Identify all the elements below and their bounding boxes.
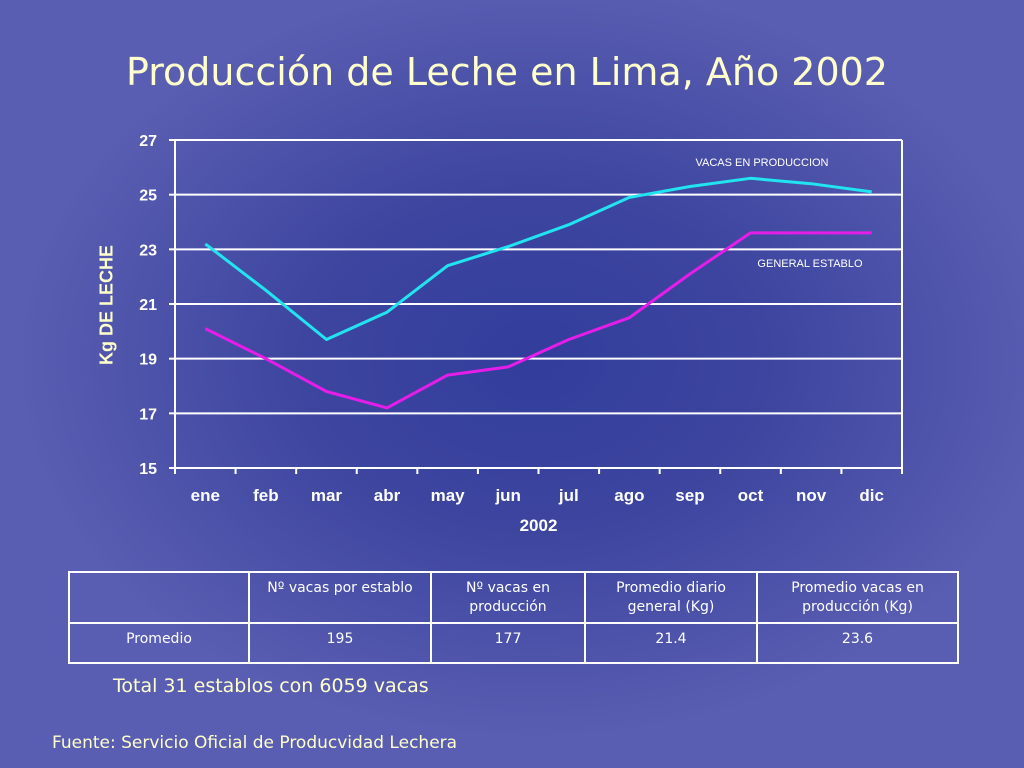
- y-tick-label: 17: [139, 406, 157, 423]
- y-axis-label: Kg DE LECHE: [96, 244, 117, 366]
- summary-table: Nº vacas por establo Nº vacas en producc…: [68, 571, 959, 664]
- series-line: [204, 231, 872, 410]
- x-tick-label: may: [431, 486, 466, 505]
- table-header-row: Nº vacas por establo Nº vacas en producc…: [68, 571, 959, 624]
- table-cell: 177: [430, 622, 586, 664]
- x-tick-label: dic: [859, 486, 884, 505]
- table-header-cell: Nº vacas en producción: [430, 571, 586, 624]
- y-tick-label: 27: [139, 133, 157, 150]
- x-tick-label: oct: [738, 486, 764, 505]
- x-tick-label: ene: [191, 486, 220, 505]
- x-tick-label: nov: [796, 486, 827, 505]
- series-label: VACAS EN PRODUCCION: [695, 157, 828, 169]
- x-tick-label: ago: [614, 486, 644, 505]
- table-cell: 195: [248, 622, 432, 664]
- y-tick-label: 15: [139, 461, 157, 478]
- table-header-cell: Nº vacas por establo: [248, 571, 432, 624]
- series-label: GENERAL ESTABLO: [757, 258, 863, 270]
- table-header-cell: [68, 571, 250, 624]
- table-row: Promedio 195 177 21.4 23.6: [68, 622, 959, 664]
- x-axis-label: 2002: [520, 516, 558, 535]
- x-tick-label: jun: [494, 486, 521, 505]
- y-tick-label: 25: [139, 188, 157, 205]
- y-tick-label: 19: [139, 352, 157, 369]
- x-tick-label: feb: [253, 486, 279, 505]
- table-cell: 23.6: [756, 622, 959, 664]
- y-tick-label: 23: [139, 242, 157, 259]
- slide-title: Producción de Leche en Lima, Año 2002: [126, 50, 888, 94]
- y-tick-label: 21: [139, 297, 157, 314]
- source-note: Fuente: Servicio Oficial de Producvidad …: [52, 733, 458, 753]
- series-line: [204, 176, 872, 341]
- table-cell: Promedio: [68, 622, 250, 664]
- x-tick-label: sep: [675, 486, 704, 505]
- x-tick-label: abr: [374, 486, 401, 505]
- table-header-cell: Promedio vacas en producción (Kg): [756, 571, 959, 624]
- table-header-cell: Promedio diario general (Kg): [584, 571, 758, 624]
- total-note: Total 31 establos con 6059 vacas: [113, 675, 429, 697]
- table-cell: 21.4: [584, 622, 758, 664]
- x-tick-label: mar: [311, 486, 343, 505]
- x-tick-label: jul: [558, 486, 579, 505]
